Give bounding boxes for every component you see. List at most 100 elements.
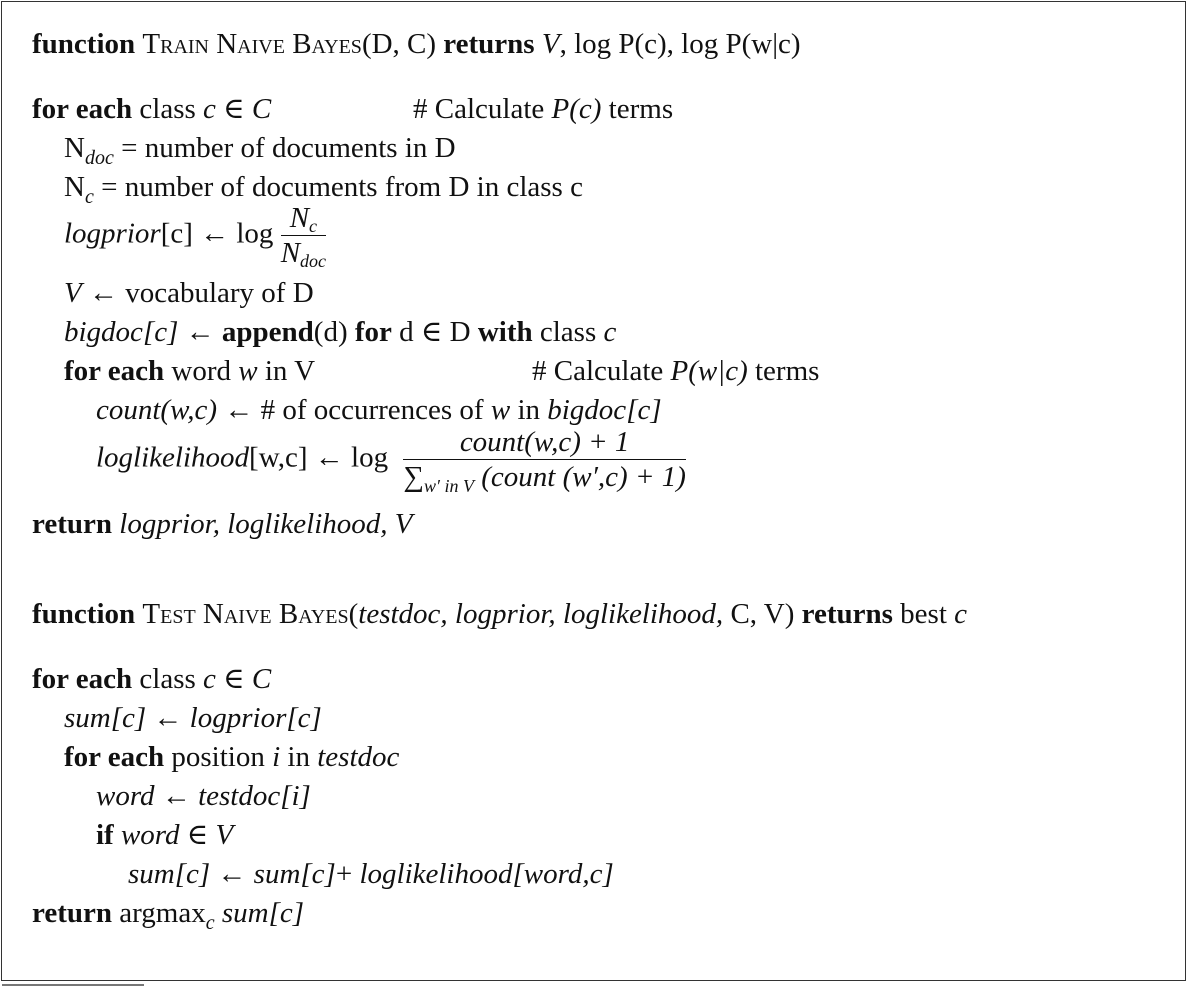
text-2: in: [280, 741, 318, 773]
train-header: function Train Naive Bayes(D, C) returns…: [32, 30, 801, 59]
sum-init-line: sum[c] ← logprior[c]: [64, 704, 322, 733]
text-2: in: [510, 394, 548, 426]
train-for-class-line: for each class c ∈ C: [32, 95, 271, 124]
var-w: w: [490, 394, 511, 426]
word-assign-line: word ← testdoc[i]: [96, 782, 311, 811]
test-function-name: Test Naive Bayes: [142, 598, 349, 630]
for-word-line: for each word w in V: [64, 357, 315, 386]
var-c: c: [603, 316, 617, 348]
text: ← vocabulary of D: [81, 277, 314, 309]
lhs: word: [96, 780, 155, 812]
return-rest: , log P(c), log P(w|c): [559, 28, 801, 60]
lhs: sum[c]: [128, 858, 211, 890]
var-sub: doc: [84, 147, 114, 169]
kw-for-each: for each: [64, 355, 165, 387]
text: class: [132, 663, 204, 695]
comment-text: # Calculate: [413, 93, 552, 125]
var-loglikelihood: loglikelihood: [96, 441, 250, 474]
text-2: in V: [257, 355, 316, 387]
text: class: [139, 93, 196, 125]
comment-calc-pc: # Calculate P(c) terms: [413, 95, 673, 124]
arrow: ←: [210, 858, 254, 890]
footnote-rule: [2, 984, 144, 986]
return-values: logprior, loglikelihood, V: [119, 508, 413, 540]
plus: +: [335, 858, 360, 890]
return-v: V: [541, 28, 560, 60]
ndoc-line: Ndoc = number of documents in D: [64, 132, 456, 169]
kw-returns: returns: [801, 598, 893, 630]
arrow: ←: [146, 702, 190, 734]
text: word: [164, 355, 239, 387]
logprior-line: logprior[c] ← log Nc Ndoc: [64, 202, 327, 271]
kw-for-each: for each: [32, 93, 133, 125]
sum-update-line: sum[c] ← sum[c]+ loglikelihood[word,c]: [128, 860, 614, 889]
text: = number of documents from D in class c: [93, 171, 583, 203]
text: position: [164, 741, 273, 773]
kw-for: for: [354, 316, 392, 348]
train-function-name: Train Naive Bayes: [142, 28, 362, 60]
logprior-fraction: Nc Ndoc: [280, 202, 327, 271]
args-open: (: [348, 598, 359, 630]
args-italic: testdoc, logprior, loglikelihood,: [358, 598, 724, 630]
den-text: (count (w′,c) + 1): [481, 461, 686, 494]
condition: word ∈ V: [113, 819, 234, 851]
var-i: i: [272, 741, 281, 773]
den-base: N: [280, 237, 301, 270]
kw-append: append: [221, 316, 314, 348]
comment-text-2: terms: [601, 93, 674, 125]
numerator: count(w,c) + 1: [459, 426, 630, 458]
index: [c]: [142, 316, 179, 348]
bigdoc-line: bigdoc[c] ← append(d) for d ∈ D with cla…: [64, 318, 616, 347]
if-line: if word ∈ V: [96, 821, 233, 850]
comment-calc-pwc: # Calculate P(w|c) terms: [532, 357, 819, 386]
rhs-2: loglikelihood[word,c]: [359, 858, 614, 890]
comment-math: P(c): [551, 93, 602, 125]
comment-text: # Calculate: [532, 355, 671, 387]
fraction-bar: [403, 459, 686, 461]
kw-with: with: [477, 316, 533, 348]
fraction-bar: [280, 235, 327, 237]
var-base: N: [64, 171, 85, 203]
var: c ∈ C: [203, 663, 272, 695]
var-base: N: [64, 132, 85, 164]
for-position-line: for each position i in testdoc: [64, 743, 399, 772]
text: [w,c] ← log: [249, 441, 389, 474]
arg: (d): [313, 316, 355, 348]
arrow: ←: [178, 316, 222, 348]
denominator: ∑w′ in V (count (w′,c) + 1): [403, 461, 686, 496]
vocab-line: V ← vocabulary of D: [64, 279, 314, 308]
text: ← # of occurrences of: [217, 394, 491, 426]
rhs: logprior[c]: [189, 702, 322, 734]
rhs: testdoc[i]: [198, 780, 311, 812]
num-base: N: [289, 202, 310, 234]
kw-if: if: [96, 819, 114, 851]
kw-function: function: [32, 598, 136, 630]
var-bigdoc: bigdoc: [547, 394, 627, 426]
comment-text-2: terms: [747, 355, 820, 387]
sum-symbol: ∑: [403, 461, 425, 494]
sub: c: [205, 912, 215, 934]
denominator: Ndoc: [280, 237, 326, 271]
return-values: sum[c]: [214, 897, 305, 929]
kw-for-each: for each: [32, 663, 133, 695]
kw-return: return: [32, 508, 113, 540]
train-return-line: return logprior, loglikelihood, V: [32, 510, 412, 539]
loglikelihood-fraction: count(w,c) + 1 ∑w′ in V (count (w′,c) + …: [403, 426, 686, 496]
kw-function: function: [32, 28, 136, 60]
text: = number of documents in D: [113, 132, 456, 164]
var-w: w: [238, 355, 258, 387]
sum-sub: w′ in V: [424, 476, 474, 497]
arrow: ←: [154, 780, 199, 812]
text: class: [532, 316, 604, 348]
var: c ∈ C: [203, 93, 272, 125]
comment-math: P(w|c): [670, 355, 748, 387]
kw-return: return: [32, 897, 113, 929]
num-sub: c: [309, 216, 318, 236]
text: argmax: [112, 897, 206, 929]
args-plain: C, V): [723, 598, 795, 630]
count-line: count(w,c) ← # of occurrences of w in bi…: [96, 396, 662, 425]
kw-returns: returns: [443, 28, 535, 60]
numerator: Nc: [281, 202, 326, 236]
rhs-1: sum[c]: [253, 858, 336, 890]
nc-line: Nc = number of documents from D in class…: [64, 171, 583, 208]
